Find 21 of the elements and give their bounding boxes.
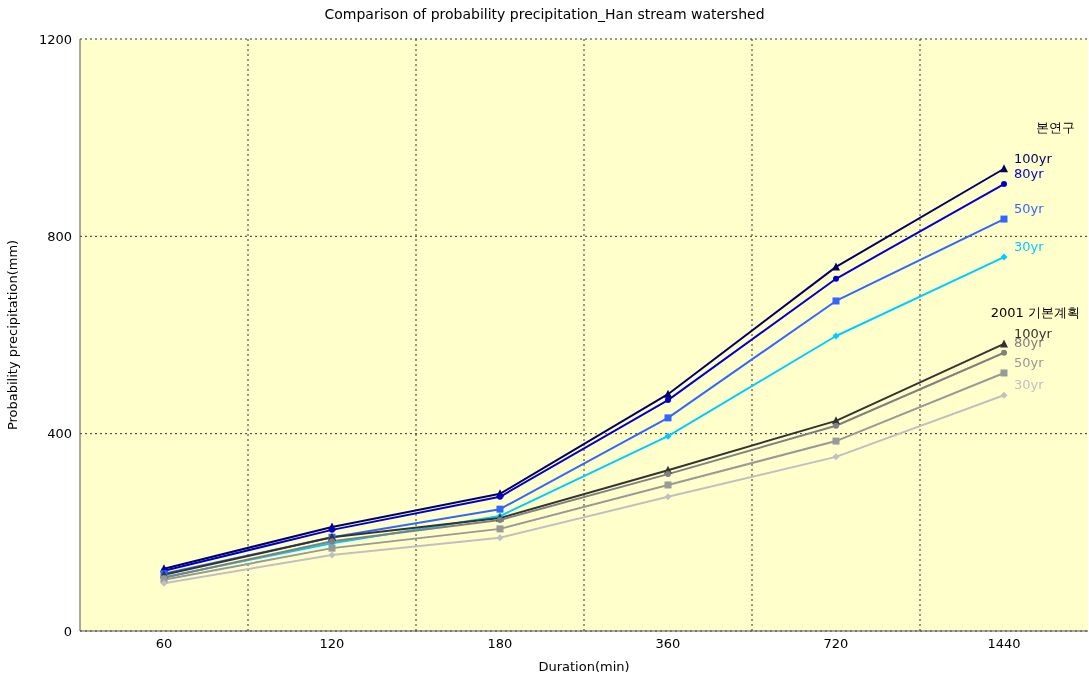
x-tick-label: 180 [487, 636, 513, 652]
x-axis-title: Duration(min) [538, 659, 630, 674]
series-label: 50yr [1014, 354, 1045, 370]
x-tick-label: 120 [319, 636, 345, 652]
y-tick-label: 800 [47, 228, 72, 244]
annotation: 본연구 [1036, 120, 1075, 135]
x-tick-label: 720 [823, 636, 849, 652]
series-label: 30yr [1014, 377, 1045, 393]
chart-title: Comparison of probability precipitation_Han stream watershed [323, 6, 766, 22]
x-tick-label: 60 [155, 636, 173, 652]
series-label: 50yr [1014, 201, 1045, 217]
x-tick-label: 360 [655, 636, 681, 652]
series-label: 80yr [1014, 166, 1045, 182]
x-tick-label: 1440 [987, 636, 1021, 652]
series-label: 30yr [1014, 239, 1045, 255]
y-tick-label: 400 [47, 426, 72, 442]
annotation: 2001 기본계획 [990, 305, 1080, 320]
y-tick-label: 1200 [38, 31, 72, 47]
y-axis-title: Probability precipitation(mm) [4, 239, 20, 431]
y-tick-label: 0 [63, 623, 72, 639]
series-label: 100yr [1014, 150, 1053, 166]
